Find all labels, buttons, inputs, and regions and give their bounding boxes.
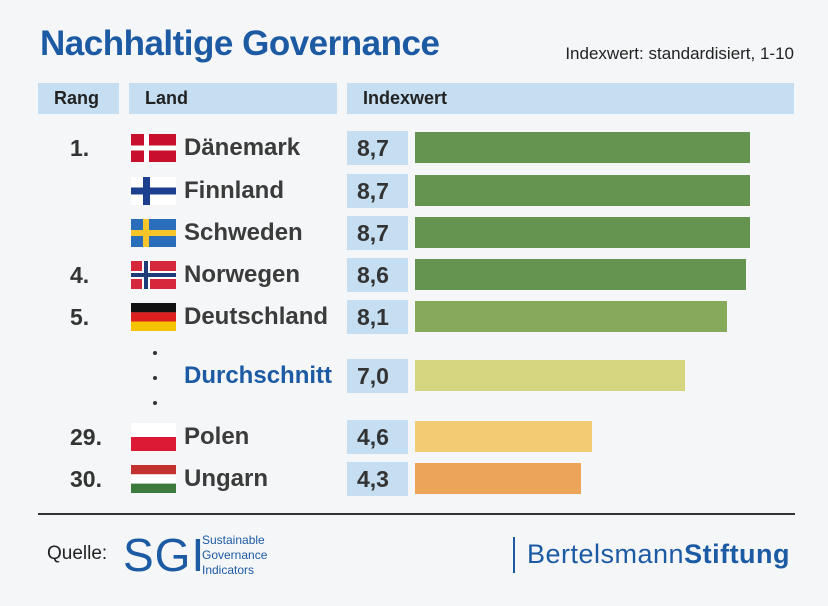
value-bar [415, 463, 581, 494]
value-label: 4,3 [347, 462, 408, 496]
country-label: Deutschland [184, 303, 329, 330]
value-bar [415, 175, 750, 206]
bertelsmann-text: Bertelsmann [527, 539, 685, 569]
value-label: 8,7 [347, 216, 408, 250]
value-label: 8,6 [347, 258, 408, 292]
rank-label: 5. [70, 304, 90, 330]
bertelsmann-logo: BertelsmannStiftung [527, 539, 790, 570]
flag-poland-icon [131, 423, 176, 451]
rank-label [70, 216, 120, 250]
value-label: 4,6 [347, 420, 408, 454]
sgi-logo-subtitle: Sustainable Governance Indicators [202, 533, 267, 578]
header-indexwert: Indexwert [347, 83, 794, 114]
ellipsis-dot [153, 401, 157, 405]
average-row: Durchschnitt 7,0 [0, 359, 828, 401]
value-label: 8,7 [347, 174, 408, 208]
rank-label: 1. [70, 135, 90, 161]
rank-label [70, 359, 120, 393]
sgi-line-2: Governance [202, 548, 268, 562]
sgi-line-1: Sustainable [202, 533, 265, 547]
country-label: Schweden [184, 219, 303, 246]
flag-germany-icon [131, 303, 176, 331]
value-bar [415, 132, 750, 163]
sgi-logo: SGI [123, 529, 206, 581]
rank-label: 30. [70, 466, 102, 492]
chart-subtitle: Indexwert: standardisiert, 1-10 [565, 44, 794, 63]
country-label: Finnland [184, 177, 284, 204]
flag-sweden-icon [131, 219, 176, 247]
footer-divider [38, 513, 795, 515]
bertelsmann-logo-line [513, 537, 515, 573]
flag-norway-icon [131, 261, 176, 289]
chart-title: Nachhaltige Governance [40, 24, 440, 63]
country-label: Ungarn [184, 465, 268, 492]
header-land: Land [129, 83, 337, 114]
flag-denmark-icon [131, 134, 176, 162]
country-row: 30. Ungarn 4,3 [0, 462, 828, 504]
country-row: 4. Norwegen 8,6 [0, 258, 828, 300]
value-bar [415, 259, 746, 290]
flag-hungary-icon [131, 465, 176, 493]
value-label: 7,0 [347, 359, 408, 393]
rank-label [70, 174, 120, 208]
value-label: 8,1 [347, 300, 408, 334]
country-label: Dänemark [184, 134, 301, 161]
rank-label: 29. [70, 424, 102, 450]
flag-finland-icon [131, 177, 176, 205]
country-row: Schweden 8,7 [0, 216, 828, 258]
source-label: Quelle: [47, 543, 108, 564]
country-row: 5. Deutschland 8,1 [0, 300, 828, 342]
sgi-line-3: Indicators [202, 563, 255, 577]
ellipsis-dot [153, 351, 157, 355]
country-label: Polen [184, 423, 250, 450]
ellipsis-dot [153, 376, 157, 380]
country-row: 1. Dänemark 8,7 [0, 131, 828, 173]
rank-label: 4. [70, 262, 90, 288]
country-row: 29. Polen 4,6 [0, 420, 828, 462]
average-label: Durchschnitt [184, 362, 333, 389]
value-bar [415, 301, 727, 332]
country-label: Norwegen [184, 261, 301, 288]
value-label: 8,7 [347, 131, 408, 165]
stiftung-text: Stiftung [684, 539, 791, 569]
value-bar [415, 217, 750, 248]
country-row: Finnland 8,7 [0, 174, 828, 216]
header-rang: Rang [38, 83, 119, 114]
value-bar [415, 421, 592, 452]
value-bar [415, 360, 685, 391]
